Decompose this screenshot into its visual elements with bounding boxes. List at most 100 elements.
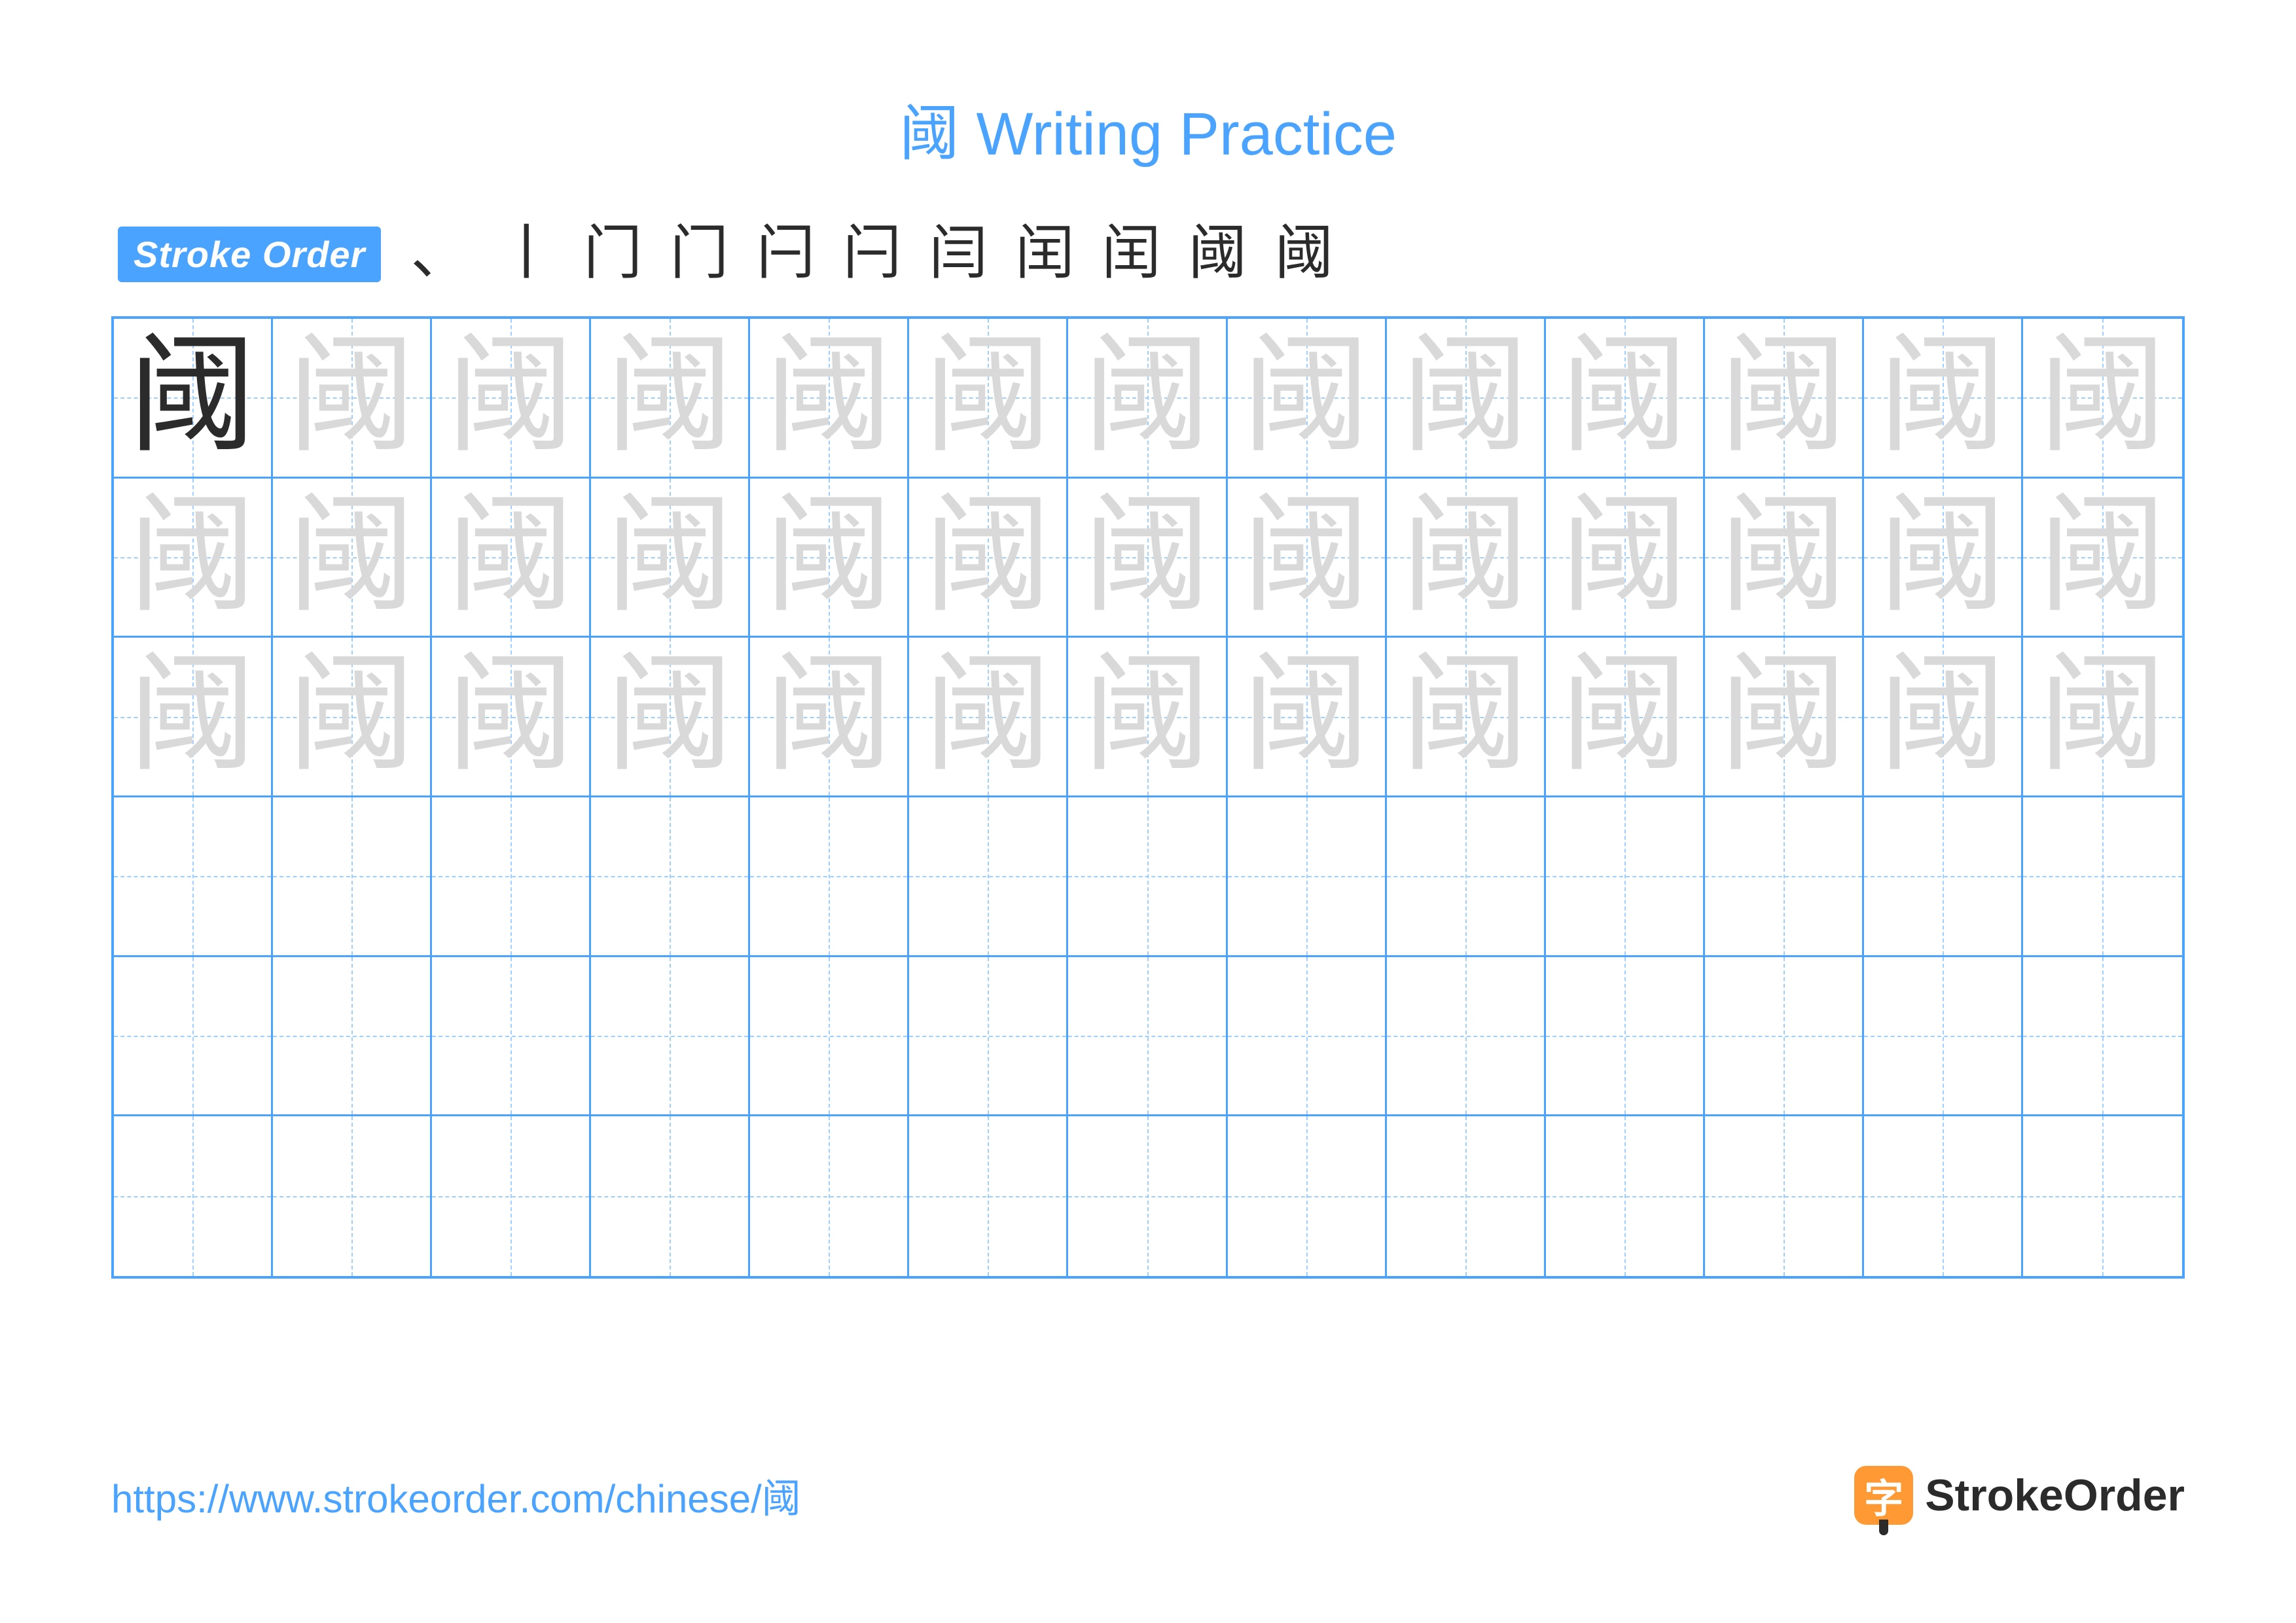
grid-cell bbox=[114, 957, 273, 1117]
trace-glyph: 阈 bbox=[924, 494, 1052, 621]
grid-cell bbox=[1546, 797, 1705, 957]
grid-cell: 阈 bbox=[750, 319, 909, 479]
trace-glyph: 阈 bbox=[2039, 334, 2166, 462]
grid-cell bbox=[1387, 1116, 1546, 1276]
grid-cell: 阈 bbox=[1387, 638, 1546, 797]
grid-row bbox=[114, 957, 2182, 1117]
trace-glyph: 阈 bbox=[1401, 653, 1529, 780]
grid-cell: 阈 bbox=[273, 638, 432, 797]
grid-cell: 阈 bbox=[2023, 319, 2182, 479]
trace-glyph: 阈 bbox=[2039, 494, 2166, 621]
grid-cell bbox=[1546, 957, 1705, 1117]
trace-glyph: 阈 bbox=[447, 334, 575, 462]
trace-glyph: 阈 bbox=[288, 494, 416, 621]
grid-cell bbox=[750, 1116, 909, 1276]
grid-cell: 阈 bbox=[750, 479, 909, 638]
trace-glyph: 阈 bbox=[129, 494, 257, 621]
trace-glyph: 阈 bbox=[1083, 494, 1211, 621]
grid-cell bbox=[273, 957, 432, 1117]
trace-glyph: 阈 bbox=[1083, 334, 1211, 462]
grid-cell: 阈 bbox=[591, 479, 750, 638]
worksheet-page: 阈 Writing Practice Stroke Order 、丨门门闩闩闫闰… bbox=[0, 0, 2296, 1623]
stroke-step: 阈 bbox=[1188, 225, 1247, 283]
stroke-step: 闩 bbox=[842, 225, 901, 283]
grid-cell: 阈 bbox=[1068, 319, 1227, 479]
grid-cell bbox=[2023, 1116, 2182, 1276]
stroke-step: 门 bbox=[670, 225, 728, 283]
brand-logo: 字 StrokeOrder bbox=[1854, 1466, 2185, 1525]
grid-cell: 阈 bbox=[1864, 479, 2023, 638]
trace-glyph: 阈 bbox=[1242, 494, 1370, 621]
grid-cell: 阈 bbox=[114, 638, 273, 797]
grid-cell bbox=[114, 1116, 273, 1276]
grid-cell: 阈 bbox=[591, 319, 750, 479]
grid-cell bbox=[909, 1116, 1068, 1276]
trace-glyph: 阈 bbox=[1083, 653, 1211, 780]
grid-cell: 阈 bbox=[909, 638, 1068, 797]
grid-cell bbox=[1864, 957, 2023, 1117]
grid-cell bbox=[2023, 797, 2182, 957]
grid-cell bbox=[750, 957, 909, 1117]
trace-glyph: 阈 bbox=[129, 653, 257, 780]
grid-cell bbox=[1705, 1116, 1864, 1276]
grid-cell: 阈 bbox=[1546, 479, 1705, 638]
grid-cell: 阈 bbox=[1068, 479, 1227, 638]
trace-glyph: 阈 bbox=[606, 494, 734, 621]
grid-cell bbox=[114, 797, 273, 957]
source-url[interactable]: https://www.strokeorder.com/chinese/阈 bbox=[111, 1467, 801, 1524]
grid-cell: 阈 bbox=[432, 319, 591, 479]
grid-cell: 阈 bbox=[1228, 479, 1387, 638]
stroke-order-badge: Stroke Order bbox=[118, 227, 381, 282]
trace-glyph: 阈 bbox=[1401, 334, 1529, 462]
grid-cell: 阈 bbox=[1864, 319, 2023, 479]
trace-glyph: 阈 bbox=[1878, 653, 2006, 780]
trace-glyph: 阈 bbox=[1719, 334, 1847, 462]
grid-cell bbox=[1546, 1116, 1705, 1276]
trace-glyph: 阈 bbox=[924, 334, 1052, 462]
trace-glyph: 阈 bbox=[1878, 334, 2006, 462]
trace-glyph: 阈 bbox=[447, 653, 575, 780]
grid-cell: 阈 bbox=[750, 638, 909, 797]
page-title: 阈 Writing Practice bbox=[111, 85, 2185, 172]
grid-cell bbox=[1864, 797, 2023, 957]
trace-glyph: 阈 bbox=[2039, 653, 2166, 780]
grid-cell bbox=[909, 957, 1068, 1117]
stroke-step: 门 bbox=[583, 225, 642, 283]
grid-row: 阈阈阈阈阈阈阈阈阈阈阈阈阈 bbox=[114, 319, 2182, 479]
grid-cell bbox=[1705, 797, 1864, 957]
trace-glyph: 阈 bbox=[1242, 653, 1370, 780]
grid-cell bbox=[1228, 1116, 1387, 1276]
stroke-step: 闩 bbox=[756, 225, 815, 283]
grid-cell bbox=[273, 1116, 432, 1276]
grid-cell bbox=[1705, 957, 1864, 1117]
grid-row bbox=[114, 1116, 2182, 1276]
grid-cell: 阈 bbox=[1387, 319, 1546, 479]
grid-cell: 阈 bbox=[2023, 638, 2182, 797]
grid-cell: 阈 bbox=[1068, 638, 1227, 797]
stroke-step: 闫 bbox=[929, 225, 988, 283]
grid-cell bbox=[432, 957, 591, 1117]
trace-glyph: 阈 bbox=[1719, 653, 1847, 780]
grid-cell: 阈 bbox=[1387, 479, 1546, 638]
trace-glyph: 阈 bbox=[447, 494, 575, 621]
grid-cell: 阈 bbox=[1546, 319, 1705, 479]
grid-cell: 阈 bbox=[273, 319, 432, 479]
grid-cell bbox=[909, 797, 1068, 957]
trace-glyph: 阈 bbox=[288, 653, 416, 780]
grid-cell: 阈 bbox=[1228, 319, 1387, 479]
grid-row bbox=[114, 797, 2182, 957]
trace-glyph: 阈 bbox=[1560, 334, 1688, 462]
trace-glyph: 阈 bbox=[606, 334, 734, 462]
grid-cell: 阈 bbox=[1705, 319, 1864, 479]
trace-glyph: 阈 bbox=[1560, 653, 1688, 780]
grid-cell bbox=[432, 1116, 591, 1276]
stroke-step: 阈 bbox=[1274, 225, 1333, 283]
logo-icon: 字 bbox=[1854, 1466, 1913, 1525]
stroke-step: 丨 bbox=[497, 225, 556, 283]
grid-cell: 阈 bbox=[1546, 638, 1705, 797]
trace-glyph: 阈 bbox=[606, 653, 734, 780]
grid-cell: 阈 bbox=[591, 638, 750, 797]
grid-cell bbox=[432, 797, 591, 957]
trace-glyph: 阈 bbox=[765, 334, 893, 462]
stroke-sequence: 、丨门门闩闩闫闰闰阈阈 bbox=[410, 225, 1333, 283]
